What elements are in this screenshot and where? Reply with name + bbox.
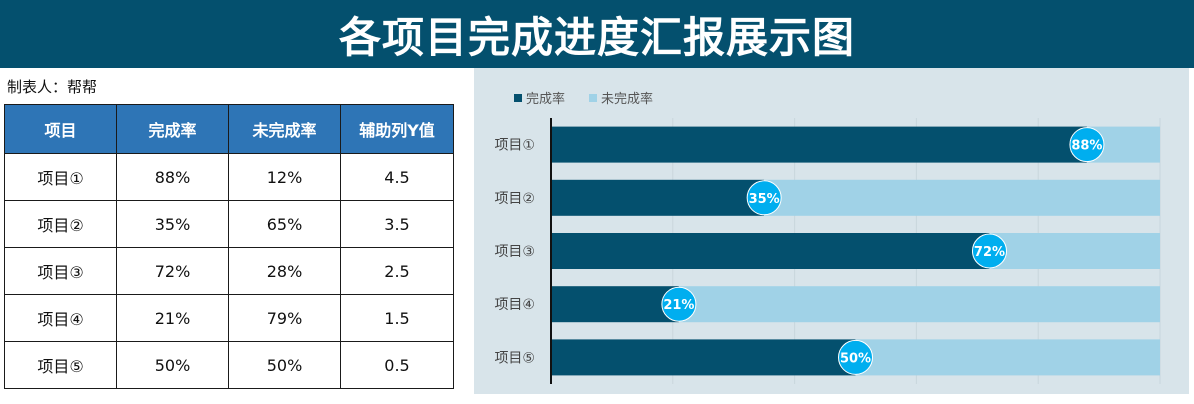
- bar-incomplete: [989, 233, 1160, 269]
- table-cell: 65%: [228, 200, 341, 248]
- table-row: 项目③ 72% 28% 2.5: [4, 247, 454, 295]
- table-cell: 项目②: [4, 200, 117, 248]
- table-cell: 项目④: [4, 294, 117, 342]
- table-cell: 72%: [116, 247, 229, 295]
- table-cell: 项目①: [4, 153, 117, 201]
- bar-complete: [551, 339, 856, 376]
- data-label: 88%: [1071, 139, 1102, 154]
- data-label: 50%: [840, 351, 871, 366]
- table-row: 项目④ 21% 79% 1.5: [4, 294, 454, 342]
- category-label: 项目④: [494, 297, 535, 313]
- data-table: 项目 完成率 未完成率 辅助列Y值 项目① 88% 12% 4.5 项目② 35…: [4, 104, 454, 389]
- table-cell: 1.5: [340, 294, 454, 342]
- maker-label: 制表人：帮帮: [7, 78, 98, 96]
- progress-marker: [838, 339, 873, 375]
- data-label: 21%: [663, 298, 694, 313]
- progress-marker: [661, 286, 697, 322]
- table-cell: 50%: [116, 341, 229, 389]
- bar-complete: [551, 126, 1087, 163]
- legend-swatch: [589, 94, 597, 102]
- bar-incomplete: [764, 179, 1160, 216]
- table-row: 项目② 35% 65% 3.5: [4, 200, 454, 248]
- table-row: 项目① 88% 12% 4.5: [4, 153, 454, 201]
- progress-marker: [746, 180, 782, 216]
- title-banner: 各项目完成进度汇报展示图: [0, 0, 1194, 68]
- column-header: 项目: [4, 104, 117, 154]
- legend: 完成率 未完成率: [514, 91, 653, 107]
- table-cell: 28%: [228, 247, 341, 295]
- table-cell: 12%: [228, 153, 341, 201]
- table-cell: 2.5: [340, 247, 454, 295]
- legend-swatch: [514, 94, 522, 102]
- table-cell: 4.5: [340, 153, 454, 201]
- column-header: 辅助列Y值: [340, 104, 454, 154]
- legend-label: 未完成率: [601, 91, 653, 107]
- bar-incomplete: [855, 339, 1160, 376]
- legend-label: 完成率: [526, 91, 565, 107]
- category-label: 项目⑤: [494, 350, 535, 366]
- table-cell: 35%: [116, 200, 229, 248]
- bar-complete: [551, 179, 765, 216]
- table-cell: 项目⑤: [4, 341, 117, 389]
- data-label: 35%: [749, 192, 780, 207]
- column-header: 未完成率: [228, 104, 341, 154]
- progress-marker: [1069, 127, 1105, 163]
- table-cell: 50%: [228, 341, 341, 389]
- table-cell: 88%: [116, 153, 229, 201]
- table-cell: 79%: [228, 294, 341, 342]
- bar-complete: [551, 233, 990, 269]
- column-header: 完成率: [116, 104, 229, 154]
- bar-complete: [551, 286, 679, 323]
- table-row: 项目⑤ 50% 50% 0.5: [4, 341, 454, 389]
- table-cell: 3.5: [340, 200, 454, 248]
- bar-incomplete: [678, 286, 1160, 323]
- chart-panel: 完成率 未完成率项目① 88% 项目② 35% 项目③ 72% 项目④ 21% 项目⑤ 50%: [474, 68, 1189, 394]
- progress-marker: [971, 233, 1007, 269]
- page-title: 各项目完成进度汇报展示图: [338, 12, 855, 62]
- data-label: 72%: [974, 245, 1005, 260]
- table-cell: 项目③: [4, 247, 117, 295]
- table-cell: 0.5: [340, 341, 454, 389]
- category-label: 项目③: [494, 244, 535, 260]
- category-label: 项目②: [494, 191, 535, 207]
- table-cell: 21%: [116, 294, 229, 342]
- category-label: 项目①: [494, 138, 535, 154]
- table-header-row: 项目 完成率 未完成率 辅助列Y值: [4, 104, 454, 154]
